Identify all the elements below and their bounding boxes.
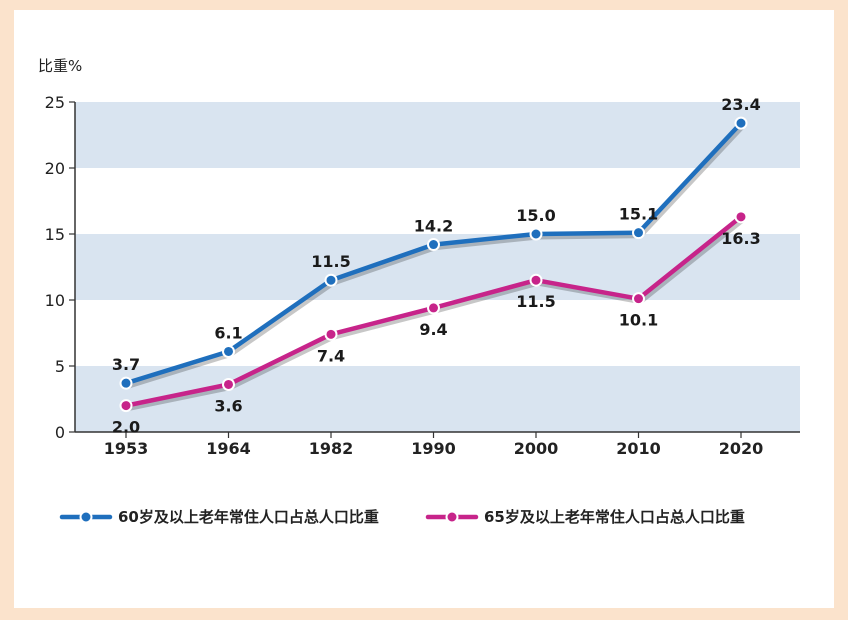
- grid-band: [75, 102, 800, 168]
- x-tick-label: 2000: [514, 439, 559, 458]
- axes: [69, 101, 800, 438]
- x-tick-label: 1953: [104, 439, 149, 458]
- data-point: [324, 327, 338, 341]
- data-label: 14.2: [414, 217, 453, 236]
- data-label: 11.5: [311, 252, 350, 271]
- data-point: [119, 376, 133, 390]
- data-label: 9.4: [419, 320, 447, 339]
- data-labels: 3.7 6.1 11.5 14.2 15.0 15.1 23.4 2.0 3.6 7.4 9.4 11…: [112, 95, 761, 436]
- data-point: [529, 273, 543, 287]
- y-tick-label: 5: [55, 357, 65, 376]
- data-point: [734, 210, 748, 224]
- data-point: [222, 344, 235, 358]
- data-point: [632, 292, 645, 306]
- legend: 60岁及以上老年常住人口占总人口比重 65岁及以上老年常住人口占总人口比重: [59, 508, 745, 526]
- legend-swatch-point: [445, 510, 459, 524]
- data-point: [427, 301, 440, 315]
- x-tick-label: 1964: [206, 439, 251, 458]
- y-tick-label: 0: [55, 423, 65, 442]
- x-tick-label: 1982: [309, 439, 354, 458]
- legend-label: 60岁及以上老年常住人口占总人口比重: [118, 508, 379, 526]
- data-label: 7.4: [317, 346, 345, 365]
- legend-swatch-point: [79, 510, 93, 524]
- y-tick-label: 25: [45, 93, 65, 112]
- x-tick-label: 1990: [411, 439, 456, 458]
- series-points: [119, 116, 748, 413]
- data-point: [119, 399, 133, 413]
- data-label: 11.5: [516, 292, 555, 311]
- y-tick-labels: 0 5 10 15 20 25: [45, 93, 65, 442]
- y-tick-label: 15: [45, 225, 65, 244]
- data-point: [529, 227, 543, 241]
- data-label: 23.4: [721, 95, 760, 114]
- x-tick-labels: 1953 1964 1982 1990 2000 2010 2020: [104, 439, 764, 458]
- data-label: 15.1: [619, 205, 658, 224]
- grid-bands: [75, 102, 800, 432]
- y-tick-label: 10: [45, 291, 65, 310]
- data-point: [324, 273, 338, 287]
- x-tick-label: 2020: [719, 439, 764, 458]
- data-label: 16.3: [721, 229, 760, 248]
- data-point: [222, 377, 235, 391]
- data-label: 15.0: [516, 206, 555, 225]
- y-tick-label: 20: [45, 159, 65, 178]
- legend-label: 65岁及以上老年常住人口占总人口比重: [484, 508, 745, 526]
- data-label: 10.1: [619, 311, 658, 330]
- data-label: 6.1: [214, 323, 242, 342]
- data-label: 3.6: [214, 396, 242, 415]
- data-point: [734, 116, 748, 130]
- data-point: [632, 226, 645, 240]
- grid-band: [75, 366, 800, 432]
- x-tick-label: 2010: [616, 439, 661, 458]
- y-axis-unit-label: 比重%: [38, 57, 82, 75]
- data-point: [427, 238, 440, 252]
- data-label: 3.7: [112, 355, 140, 374]
- data-label: 2.0: [112, 418, 140, 437]
